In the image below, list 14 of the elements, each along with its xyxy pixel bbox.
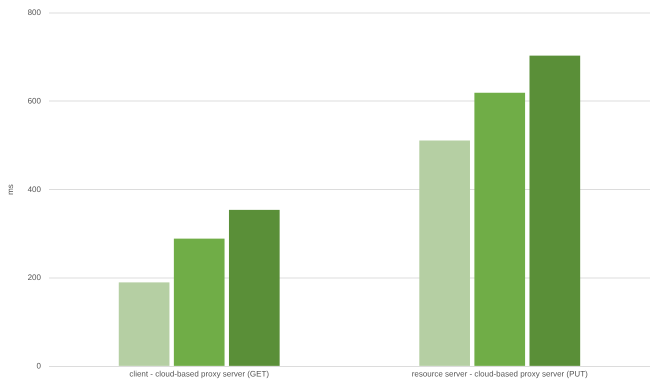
bar — [474, 92, 526, 366]
y-tick-label: 200 — [28, 273, 42, 282]
y-tick-label: 600 — [28, 96, 42, 106]
bar — [174, 238, 225, 366]
y-tick-label: 0 — [36, 362, 42, 371]
x-tick-label: resource server - cloud-based proxy server (PUT) — [412, 369, 588, 378]
x-tick-label: client - cloud-based proxy server (GET) — [129, 369, 270, 378]
bar — [228, 210, 280, 366]
bar — [118, 282, 170, 366]
bar — [529, 56, 580, 366]
bar — [419, 140, 470, 366]
y-tick-label: 400 — [28, 184, 42, 194]
y-axis-title: ms — [6, 184, 16, 195]
y-tick-label: 800 — [28, 8, 42, 18]
